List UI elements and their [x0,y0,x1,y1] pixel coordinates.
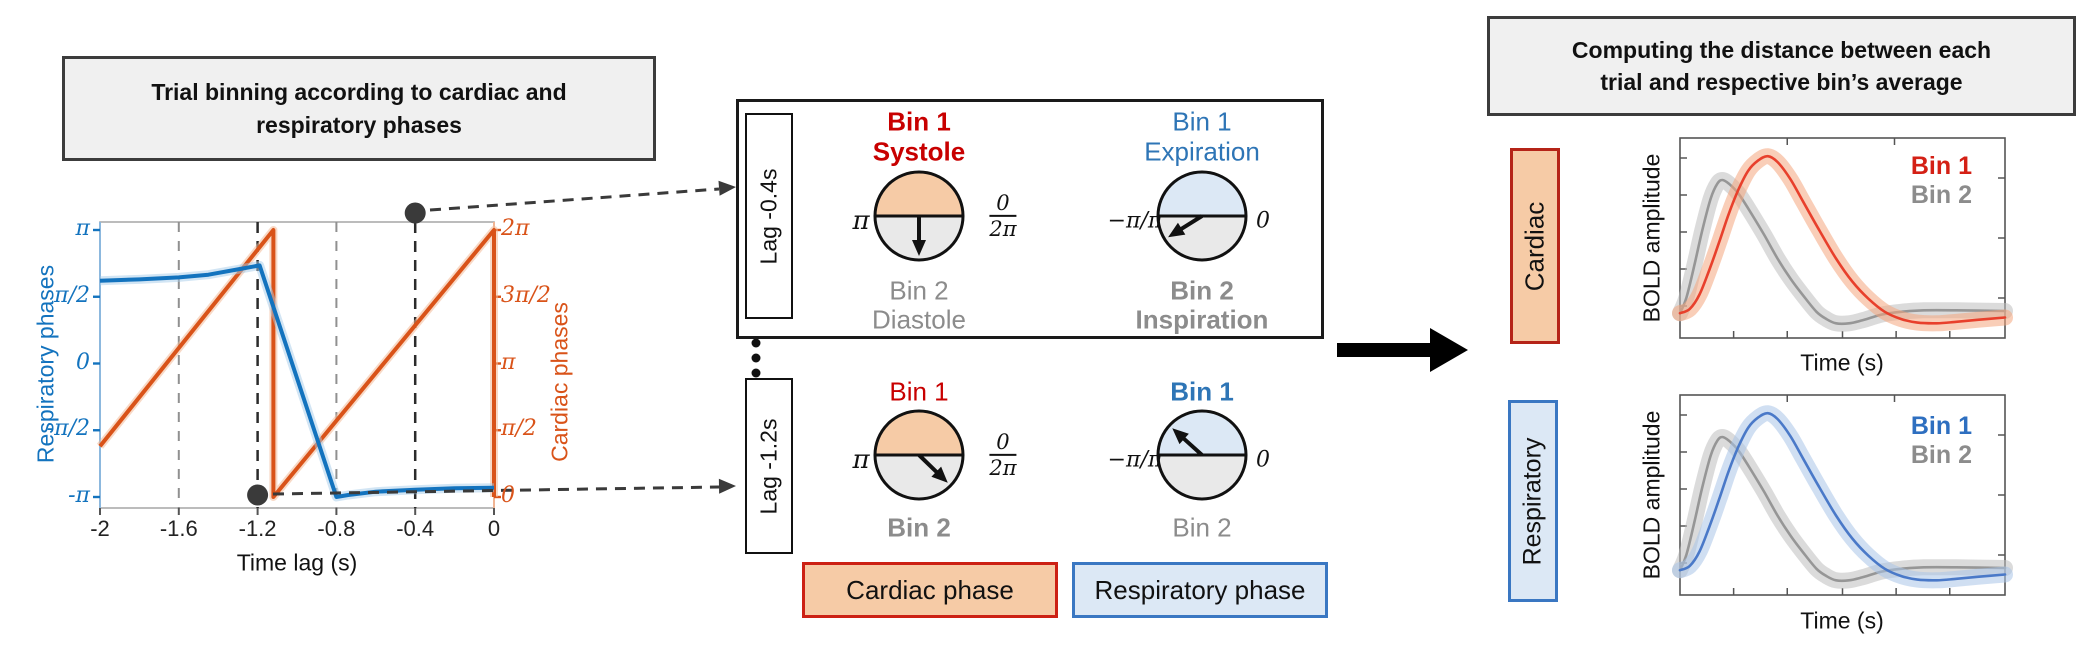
right-axis-tick-label: π [501,349,516,375]
left-axis-tick-label: -π [68,483,90,508]
respiratory-row-label: Respiratory [1518,437,1547,565]
respiratory-time-axis-label: Time (s) [1800,607,1884,634]
bottom-cardiac-pi-label: π [852,445,870,475]
bottom-cardiac-zero-2pi-label: 0 2π [989,430,1017,480]
top-cardiac-bin1-label: Bin 1 [887,106,951,137]
right-title-box: Computing the distance between each tria… [1487,16,2076,116]
trial-marker-dot-lag04 [404,202,426,224]
left-axis-tick-label: π/2 [54,282,90,308]
bottom-cardiac-phase-circle-phase-arrowhead [931,466,948,483]
top-respiratory-negpi-pi-label: −π/π [1107,208,1163,234]
top-cardiac-phase-circle-top-half [875,172,963,216]
bottom-respiratory-negpi-pi-label: −π/π [1107,447,1163,473]
respiratory-bold-amplitude-label: BOLD amplitude [1638,410,1665,580]
x-axis-tick-label: -0.4 [396,516,435,541]
ellipsis-dot [751,368,761,378]
top-cardiac-systole-label: Systole [872,136,966,167]
right-axis-tick-label: 0 [501,483,515,508]
top-cardiac-pi-label: π [852,206,870,236]
bottom-respiratory-zero-label: 0 [1256,447,1270,473]
bottom-respiratory-bin1-label: Bin 1 [1170,376,1234,407]
bottom-respiratory-phase-circle-top-half [1158,411,1246,455]
left-axis-tick-label: 0 [76,349,90,375]
flow-arrow [1337,328,1468,372]
respiratory-bold-plot-bin1-line [1678,411,2007,582]
bottom-cardiac-phase-circle-top-half [875,411,963,455]
respiratory-plot-legend-bin1: Bin 1 [1910,412,1972,440]
top-respiratory-phase-circle-phase-arrow [1178,214,1204,233]
frac-denominator: 2π [989,217,1017,241]
frac-numerator: 0 [989,430,1017,456]
x-axis-tick-label: -2 [90,516,110,541]
bottom-respiratory-bin2-label: Bin 2 [1172,512,1232,543]
right-axis-tick-label: π/2 [501,416,537,442]
ellipsis-dot [751,353,761,363]
cardiac-phase-series-halo [96,226,498,501]
cardiac-row-tag: Cardiac [1510,148,1560,344]
lag-04s-box: Lag -0.4s [745,113,793,319]
cardiac-phase-legend-label: Cardiac phase [846,574,1014,605]
left-axis-tick-label: π [75,216,90,241]
cardiac-plot-legend-bin2: Bin 2 [1910,181,1972,209]
cardiac-row-label: Cardiac [1519,201,1550,291]
lag-04s-label: Lag -0.4s [755,168,782,264]
left-title-line1: Trial binning according to cardiac and [151,79,567,106]
bottom-respiratory-phase-circle-bottom-half [1158,455,1246,499]
frac-denominator: 2π [989,456,1017,480]
respiratory-plot-legend-bin2: Bin 2 [1910,441,1972,469]
connector-lag04-arrowhead [718,180,736,196]
respiratory-phase-series [99,263,495,499]
respiratory-phase-legend-box: Respiratory phase [1072,562,1328,618]
top-cardiac-zero-2pi-label: 0 2π [989,191,1017,241]
x-axis-tick-label: -1.6 [159,516,198,541]
cardiac-phase-series [98,228,496,499]
right-title-line1: Computing the distance between each [1571,36,1992,63]
time-lag-axis-label: Time lag (s) [236,549,358,576]
top-respiratory-inspiration-label: Inspiration [1135,304,1269,335]
cardiac-time-axis-label: Time (s) [1800,349,1884,376]
x-axis-tick-label: 0 [487,516,501,541]
x-axis-tick-label: -1.2 [238,516,277,541]
right-axis-tick-label: 3π/2 [501,282,551,308]
frac-numerator: 0 [989,191,1017,217]
left-title-box: Trial binning according to cardiac and r… [62,56,656,161]
cardiac-plot-legend-bin1: Bin 1 [1910,152,1972,180]
top-cardiac-phase-circle-phase-arrowhead [912,240,926,256]
top-cardiac-diastole-label: Diastole [872,304,966,335]
left-title-line2: respiratory phases [256,111,462,138]
connector-lag04 [429,187,720,212]
bottom-cardiac-bin1-label: Bin 1 [889,376,949,407]
bottom-cardiac-phase-circle-bottom-half [875,455,963,499]
respiratory-phase-legend-label: Respiratory phase [1094,574,1306,605]
top-respiratory-expiration-label: Expiration [1144,136,1260,167]
cardiac-bold-amplitude-label: BOLD amplitude [1638,153,1665,323]
right-axis-tick-label: 2π [501,216,530,241]
top-respiratory-phase-circle-phase-arrowhead [1168,222,1186,238]
cardiac-phase-legend-box: Cardiac phase [802,562,1058,618]
top-respiratory-bin1-label: Bin 1 [1172,106,1232,137]
lag-12s-box: Lag -1.2s [745,378,793,554]
cardiac-bold-plot-bin1-line [1678,154,2007,325]
bottom-respiratory-phase-circle-phase-arrowhead [1172,428,1189,445]
ellipsis-dot [751,338,761,348]
bottom-cardiac-bin2-label: Bin 2 [887,512,951,543]
left-axis-tick-label: -π/2 [46,416,90,442]
top-cardiac-bin2-label: Bin 2 [889,275,949,306]
x-axis-tick-label: -0.8 [317,516,356,541]
lag-04-bin-group-box [736,99,1324,339]
connector-lag12-arrowhead [718,478,736,494]
bottom-respiratory-phase-circle-phase-arrow [1180,435,1204,457]
connector-lag12 [272,485,720,496]
right-title-line2: trial and respective bin’s average [1600,69,1963,95]
trial-marker-dot-lag12 [247,484,269,506]
top-respiratory-zero-label: 0 [1256,208,1270,234]
top-respiratory-phase-circle-top-half [1158,172,1246,216]
respiratory-row-tag: Respiratory [1508,400,1558,602]
top-respiratory-bin2-label: Bin 2 [1170,275,1234,306]
lag-12s-label: Lag -1.2s [755,418,782,514]
bottom-cardiac-phase-circle-phase-arrow [917,453,940,476]
